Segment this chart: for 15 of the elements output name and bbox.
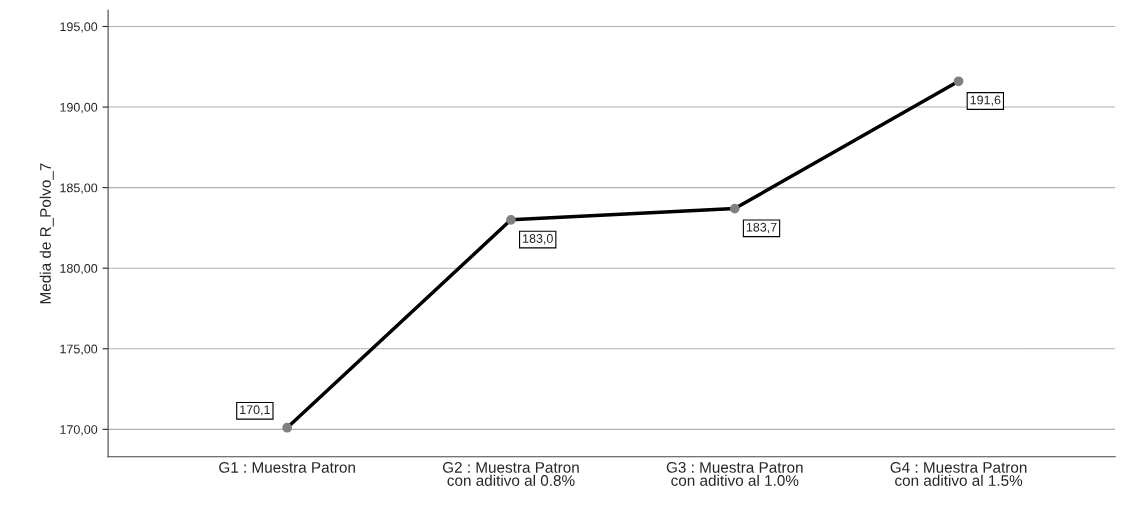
- data-label: 183,0: [523, 234, 553, 245]
- x-tick-label: G3 : Muestra Patron con aditivo al 1.0%: [666, 461, 803, 486]
- y-tick-label: 190,00: [60, 102, 98, 114]
- y-tick-label: 195,00: [60, 22, 98, 33]
- x-tick-label: G2 : Muestra Patron con aditivo al 0.8%: [442, 461, 579, 486]
- data-label: 170,1: [240, 405, 270, 416]
- data-label: 183,7: [746, 222, 777, 234]
- y-tick-label: 180,00: [60, 263, 98, 275]
- y-tick-label: 175,00: [60, 344, 98, 355]
- y-tick-label: 170,00: [60, 425, 98, 436]
- x-tick-label: G4 : Muestra Patron con aditivo al 1.5%: [890, 461, 1027, 486]
- y-tick-label: 185,00: [60, 183, 98, 194]
- data-label: 191,6: [970, 95, 1001, 106]
- x-tick-label: G1 : Muestra Patron: [219, 461, 355, 473]
- y-axis-title: Media de R_Polvo_7: [39, 163, 54, 304]
